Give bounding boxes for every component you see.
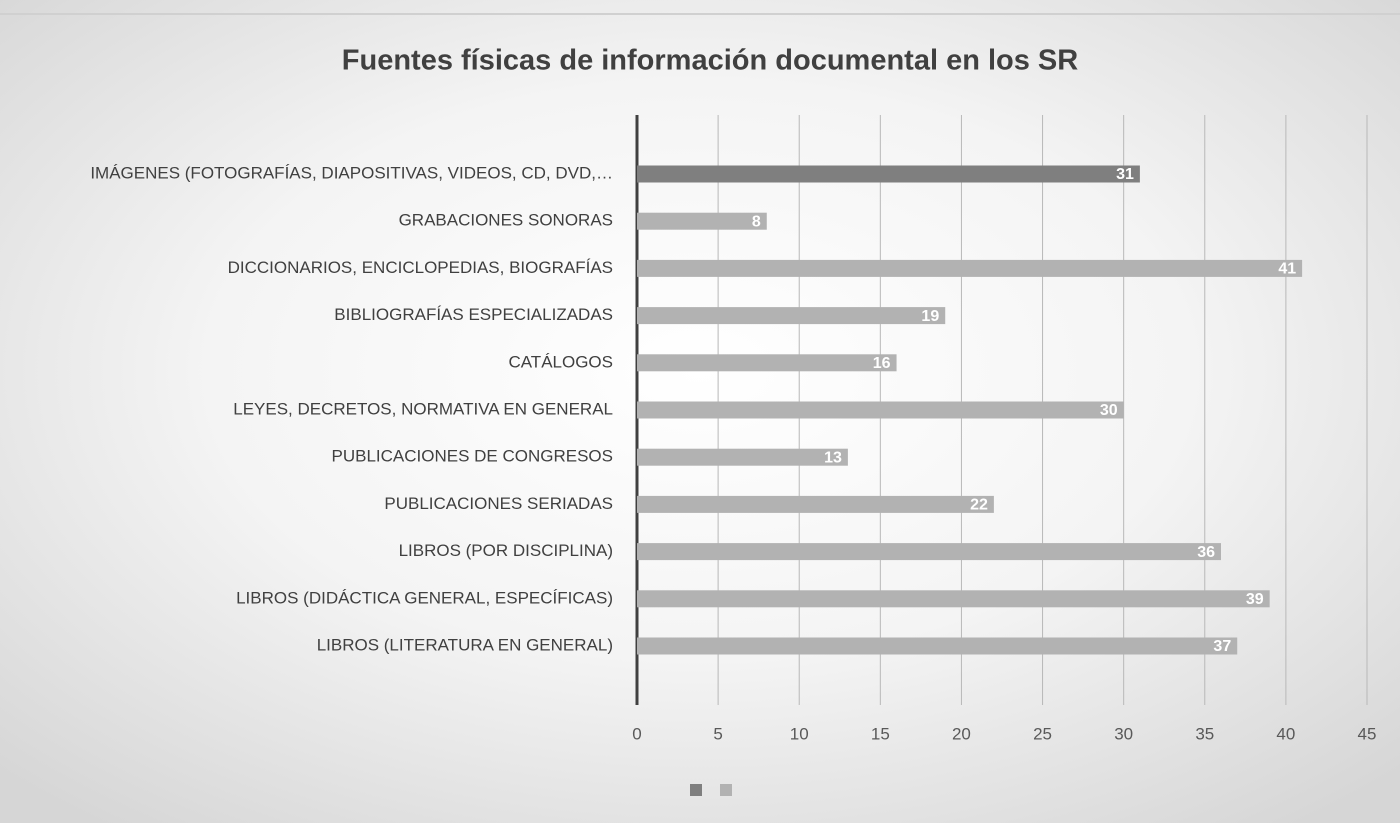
value-label: 37 [1213,638,1231,655]
value-label: 36 [1197,544,1215,561]
chart-title: Fuentes físicas de información documenta… [342,45,1078,77]
x-tick-label: 40 [1276,724,1295,743]
x-tick-label: 15 [871,724,890,743]
bar [637,590,1270,608]
value-label: 41 [1278,261,1296,278]
y-tick-label: IMÁGENES (FOTOGRAFÍAS, DIAPOSITIVAS, VID… [90,163,613,182]
y-tick-label: BIBLIOGRAFÍAS ESPECIALIZADAS [334,305,613,324]
bar [637,165,1140,183]
x-tick-label: 5 [713,724,722,743]
value-label: 22 [970,497,988,514]
bar [637,543,1221,561]
value-label: 16 [873,355,891,372]
bar [637,637,1238,655]
y-tick-label: CATÁLOGOS [508,352,613,371]
y-tick-label: LIBROS (POR DISCIPLINA) [399,541,613,560]
value-label: 13 [824,449,842,466]
y-tick-label: GRABACIONES SONORAS [399,211,613,230]
x-tick-label: 35 [1195,724,1214,743]
y-tick-label: DICCIONARIOS, ENCICLOPEDIAS, BIOGRAFÍAS [228,258,613,277]
x-tick-label: 30 [1114,724,1133,743]
y-tick-label: PUBLICACIONES SERIADAS [384,494,613,513]
value-label: 31 [1116,166,1134,183]
y-tick-label: PUBLICACIONES DE CONGRESOS [331,447,613,466]
bar [637,354,897,372]
bar [637,307,946,325]
bar [637,495,994,513]
y-tick-label: LIBROS (LITERATURA EN GENERAL) [317,635,613,654]
x-tick-label: 25 [1033,724,1052,743]
x-tick-label: 0 [632,724,641,743]
legend-swatch [720,784,732,796]
value-label: 19 [921,308,939,325]
value-label: 30 [1100,402,1118,419]
legend-swatch [690,784,702,796]
x-tick-label: 10 [790,724,809,743]
value-label: 8 [752,213,761,230]
value-label: 39 [1246,591,1264,608]
y-tick-label: LIBROS (DIDÁCTICA GENERAL, ESPECÍFICAS) [236,588,613,607]
bar [637,401,1124,419]
x-tick-label: 45 [1358,724,1377,743]
y-tick-label: LEYES, DECRETOS, NORMATIVA EN GENERAL [233,399,613,418]
bar [637,212,767,230]
x-tick-label: 20 [952,724,971,743]
bar [637,448,848,466]
bar [637,259,1303,277]
